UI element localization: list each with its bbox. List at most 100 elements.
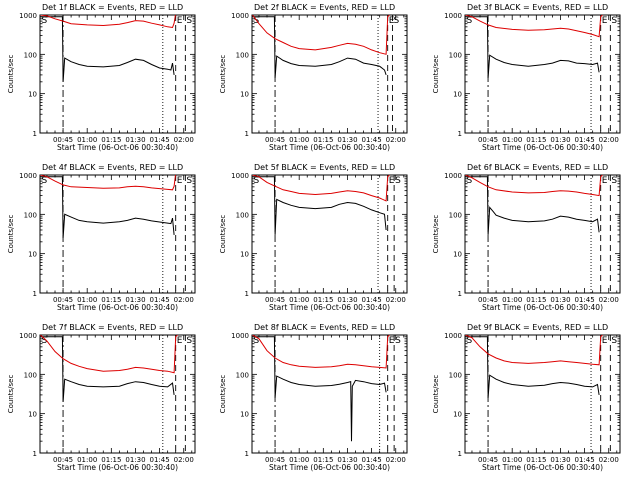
x-tick-label: 00:45 <box>53 456 73 464</box>
x-tick-label: 01:15 <box>526 136 546 144</box>
marker-label: E <box>177 336 183 346</box>
panel-title: Det 6f BLACK = Events, RED = LLD <box>467 163 608 172</box>
x-tick-label: 01:15 <box>313 136 333 144</box>
x-tick-label: 01:30 <box>337 456 357 464</box>
y-tick-label: 1000 <box>231 332 249 340</box>
x-tick-label: 01:30 <box>550 136 570 144</box>
y-tick-label: 10 <box>240 411 249 419</box>
detector-panel-7: Det 7f BLACK = Events, RED = LLD 1 10 100 10… <box>7 323 196 472</box>
x-axis-label: Start Time (06-Oct-06 00:30:40) <box>269 303 390 312</box>
x-axis-label: Start Time (06-Oct-06 00:30:40) <box>269 143 390 152</box>
x-tick-label: 01:15 <box>313 456 333 464</box>
marker-label: S <box>467 336 473 346</box>
y-tick-label: 1000 <box>444 12 462 20</box>
y-tick-label: 1000 <box>231 12 249 20</box>
y-tick-label: 1000 <box>19 12 37 20</box>
x-tick-label: 01:00 <box>77 296 97 304</box>
x-tick-label: 01:00 <box>289 296 309 304</box>
x-tick-label: 01:45 <box>362 296 382 304</box>
lld-series-line <box>40 15 176 29</box>
marker-label: S <box>611 16 617 26</box>
plot-frame <box>251 174 408 294</box>
y-tick-label: 1 <box>458 130 462 138</box>
marker-label: S <box>42 336 48 346</box>
marker-label: E <box>389 336 395 346</box>
x-tick-label: 01:30 <box>550 456 570 464</box>
y-tick-label: 1000 <box>19 332 37 340</box>
marker-label: S <box>254 336 260 346</box>
x-tick-label: 01:45 <box>150 296 170 304</box>
x-tick-label: 02:00 <box>386 456 406 464</box>
x-tick-label: 01:15 <box>101 296 121 304</box>
plot-frame <box>39 14 196 134</box>
y-tick-label: 10 <box>28 91 37 99</box>
x-tick-label: 01:00 <box>289 456 309 464</box>
y-tick-label: 1 <box>33 290 37 298</box>
y-tick-label: 10 <box>453 251 462 259</box>
panel-title: Det 4f BLACK = Events, RED = LLD <box>42 163 183 172</box>
x-tick-label: 01:45 <box>362 136 382 144</box>
y-tick-label: 100 <box>24 211 37 219</box>
detector-panel-9: Det 9f BLACK = Events, RED = LLD 1 10 100 10… <box>432 323 621 472</box>
plot-frame <box>251 334 408 454</box>
events-series-line <box>40 336 175 402</box>
plot-frame <box>39 334 196 454</box>
x-tick-label: 01:15 <box>313 296 333 304</box>
x-axis-label: Start Time (06-Oct-06 00:30:40) <box>269 463 390 472</box>
y-axis-label: Counts/sec <box>7 215 15 254</box>
detector-panel-6: Det 6f BLACK = Events, RED = LLD 1 10 100 10… <box>432 163 621 312</box>
y-tick-label: 1000 <box>444 332 462 340</box>
y-tick-label: 10 <box>28 411 37 419</box>
panel-title: Det 7f BLACK = Events, RED = LLD <box>42 323 183 332</box>
detector-panel-8: Det 8f BLACK = Events, RED = LLD 1 10 100 10… <box>219 323 408 472</box>
events-series-line <box>252 176 387 235</box>
x-tick-label: 02:00 <box>599 296 619 304</box>
lld-series-line <box>252 15 391 55</box>
x-axis-label: Start Time (06-Oct-06 00:30:40) <box>57 463 178 472</box>
marker-label: E <box>602 336 608 346</box>
x-axis-label: Start Time (06-Oct-06 00:30:40) <box>482 463 603 472</box>
x-tick-label: 01:15 <box>526 456 546 464</box>
x-tick-label: 01:30 <box>125 456 145 464</box>
y-axis-label: Counts/sec <box>432 215 440 254</box>
detector-panel-5: Det 5f BLACK = Events, RED = LLD 1 10 100 10… <box>219 163 408 312</box>
x-tick-label: 01:30 <box>337 136 357 144</box>
x-tick-label: 01:00 <box>502 456 522 464</box>
events-series-line <box>40 16 175 82</box>
x-tick-label: 00:45 <box>265 456 285 464</box>
panel-title: Det 2f BLACK = Events, RED = LLD <box>254 3 395 12</box>
x-tick-label: 01:00 <box>502 136 522 144</box>
x-axis-label: Start Time (06-Oct-06 00:30:40) <box>57 303 178 312</box>
x-tick-label: 02:00 <box>174 136 194 144</box>
lld-series-line <box>252 175 391 202</box>
marker-label: S <box>42 16 48 26</box>
marker-label: S <box>611 176 617 186</box>
marker-label: S <box>467 16 473 26</box>
plot-frame <box>251 14 408 134</box>
x-tick-label: 01:30 <box>550 296 570 304</box>
x-tick-label: 02:00 <box>386 136 406 144</box>
marker-label: E <box>389 176 395 186</box>
x-tick-label: 00:45 <box>53 296 73 304</box>
events-series-line <box>252 336 387 442</box>
y-tick-label: 1 <box>245 130 249 138</box>
marker-label: S <box>254 176 260 186</box>
x-tick-label: 02:00 <box>599 136 619 144</box>
plot-frame <box>464 174 621 294</box>
y-tick-label: 1 <box>245 290 249 298</box>
marker-label: S <box>611 336 617 346</box>
y-tick-label: 10 <box>240 251 249 259</box>
y-axis-label: Counts/sec <box>7 55 15 94</box>
x-axis-label: Start Time (06-Oct-06 00:30:40) <box>482 143 603 152</box>
panel-title: Det 3f BLACK = Events, RED = LLD <box>467 3 608 12</box>
plot-frame <box>464 334 621 454</box>
events-series-line <box>465 176 600 235</box>
x-tick-label: 01:45 <box>150 136 170 144</box>
y-tick-label: 1000 <box>444 172 462 180</box>
x-tick-label: 01:30 <box>125 296 145 304</box>
x-tick-label: 02:00 <box>174 296 194 304</box>
y-tick-label: 100 <box>24 51 37 59</box>
marker-label: S <box>395 176 401 186</box>
events-series-line <box>40 176 175 239</box>
marker-label: E <box>602 16 608 26</box>
